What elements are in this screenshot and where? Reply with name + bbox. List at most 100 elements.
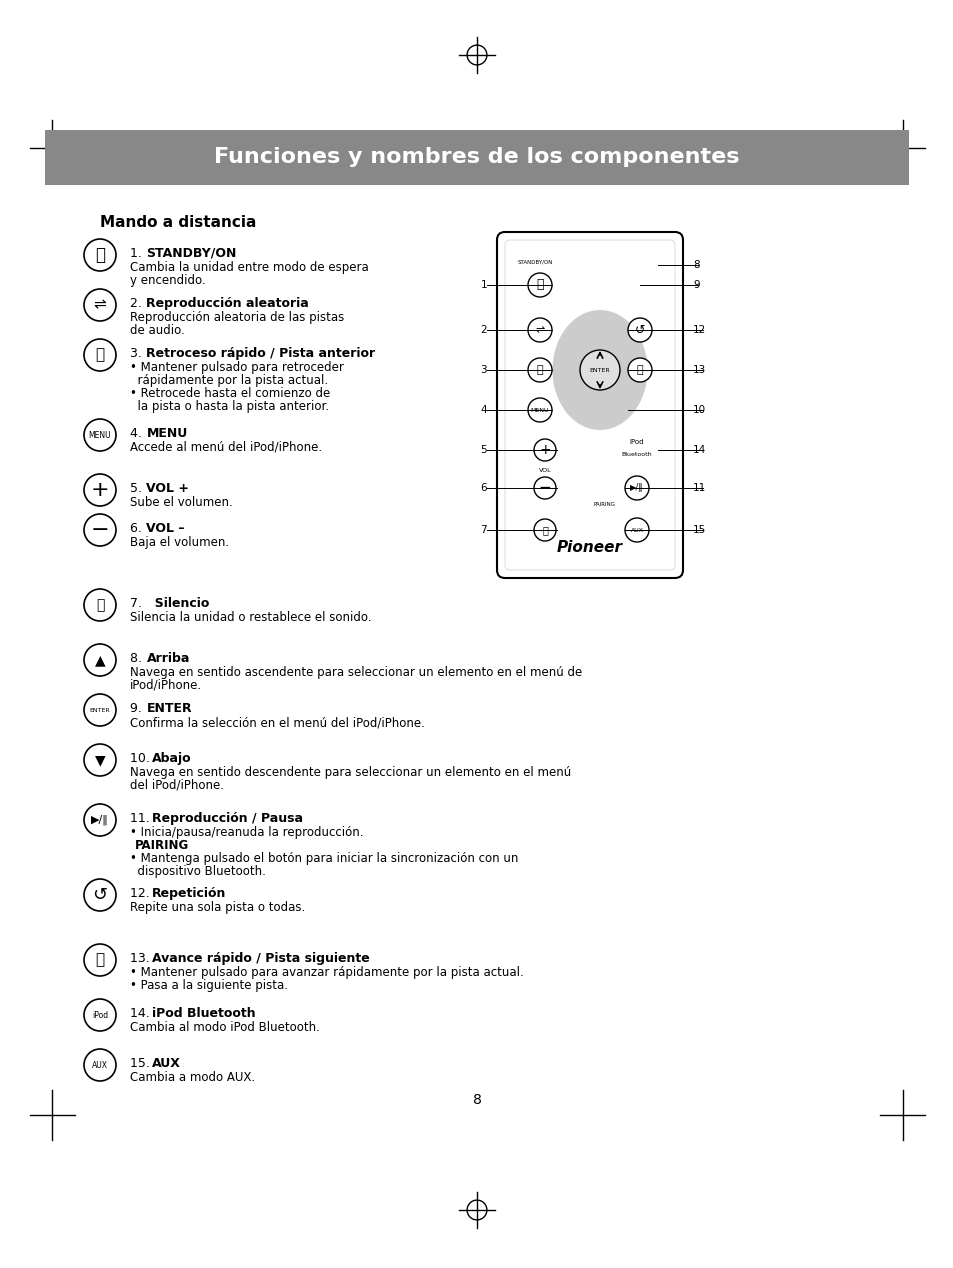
Circle shape <box>84 514 116 547</box>
Text: AUX: AUX <box>152 1058 181 1070</box>
Text: la pista o hasta la pista anterior.: la pista o hasta la pista anterior. <box>130 399 329 413</box>
Text: 8: 8 <box>472 1093 481 1107</box>
Text: ↺: ↺ <box>92 886 108 904</box>
Text: 10: 10 <box>692 404 705 415</box>
Text: MENU: MENU <box>530 407 549 412</box>
Text: iPod Bluetooth: iPod Bluetooth <box>152 1007 255 1019</box>
Text: Repite una sola pista o todas.: Repite una sola pista o todas. <box>130 902 305 914</box>
Circle shape <box>579 350 619 391</box>
Text: 2.: 2. <box>130 297 146 309</box>
Text: Cambia al modo iPod Bluetooth.: Cambia al modo iPod Bluetooth. <box>130 1021 319 1033</box>
Text: Pioneer: Pioneer <box>557 540 622 555</box>
Ellipse shape <box>552 309 647 430</box>
Text: ENTER: ENTER <box>147 702 192 715</box>
Text: Abajo: Abajo <box>152 752 192 765</box>
Text: Avance rápido / Pista siguiente: Avance rápido / Pista siguiente <box>152 952 370 965</box>
Text: ▶/‖: ▶/‖ <box>91 815 109 825</box>
Text: 2: 2 <box>480 325 486 335</box>
Text: VOL –: VOL – <box>147 522 185 535</box>
Text: ⇌: ⇌ <box>93 298 107 312</box>
Circle shape <box>84 590 116 621</box>
Text: • Retrocede hasta el comienzo de: • Retrocede hasta el comienzo de <box>130 387 330 399</box>
Text: Cambia a modo AUX.: Cambia a modo AUX. <box>130 1071 254 1084</box>
Text: 🔇: 🔇 <box>95 598 104 612</box>
Text: 3: 3 <box>480 365 486 375</box>
Text: 7.: 7. <box>130 597 146 610</box>
Text: 14: 14 <box>692 445 705 455</box>
Circle shape <box>84 339 116 372</box>
Text: Navega en sentido ascendente para seleccionar un elemento en el menú de: Navega en sentido ascendente para selecc… <box>130 666 581 678</box>
Text: 10.: 10. <box>130 752 153 765</box>
Text: 5.: 5. <box>130 482 146 495</box>
Text: ⏮: ⏮ <box>95 347 105 363</box>
Circle shape <box>84 804 116 836</box>
Text: Baja el volumen.: Baja el volumen. <box>130 536 229 549</box>
Text: iPod/iPhone.: iPod/iPhone. <box>130 678 202 692</box>
Text: y encendido.: y encendido. <box>130 274 206 287</box>
Text: 9.: 9. <box>130 702 146 715</box>
Text: +: + <box>91 481 110 500</box>
Text: iPod: iPod <box>629 439 643 445</box>
Circle shape <box>527 273 552 297</box>
Text: 15: 15 <box>692 525 705 535</box>
Text: Reproducción aleatoria de las pistas: Reproducción aleatoria de las pistas <box>130 311 344 325</box>
Text: 13: 13 <box>692 365 705 375</box>
Text: Sube el volumen.: Sube el volumen. <box>130 496 233 508</box>
Text: MENU: MENU <box>147 427 188 440</box>
Text: Reproducción aleatoria: Reproducción aleatoria <box>147 297 309 309</box>
Text: AUX: AUX <box>630 527 643 533</box>
Text: ▶/‖: ▶/‖ <box>630 483 643 492</box>
Text: Silencia la unidad o restablece el sonido.: Silencia la unidad o restablece el sonid… <box>130 611 371 624</box>
Text: de audio.: de audio. <box>130 325 185 337</box>
Text: dispositivo Bluetooth.: dispositivo Bluetooth. <box>130 865 266 877</box>
Text: 🔇: 🔇 <box>541 525 547 535</box>
Text: 3.: 3. <box>130 347 146 360</box>
Text: ⏻: ⏻ <box>95 246 105 264</box>
Text: Arriba: Arriba <box>147 652 190 664</box>
Text: del iPod/iPhone.: del iPod/iPhone. <box>130 779 224 792</box>
Circle shape <box>84 238 116 271</box>
Text: 6.: 6. <box>130 522 146 535</box>
Text: PAIRING: PAIRING <box>135 839 190 852</box>
Circle shape <box>624 476 648 500</box>
Text: ENTER: ENTER <box>90 708 111 713</box>
Text: 6: 6 <box>480 483 486 493</box>
FancyBboxPatch shape <box>497 232 682 578</box>
Text: ▲: ▲ <box>94 653 105 667</box>
Circle shape <box>84 943 116 976</box>
Circle shape <box>624 519 648 541</box>
Text: 4: 4 <box>480 404 486 415</box>
Text: 15.: 15. <box>130 1058 153 1070</box>
Text: Mando a distancia: Mando a distancia <box>100 216 256 230</box>
Text: • Mantener pulsado para retroceder: • Mantener pulsado para retroceder <box>130 361 343 374</box>
Text: 8: 8 <box>692 260 699 270</box>
Circle shape <box>84 644 116 676</box>
Text: iPod: iPod <box>91 1011 108 1019</box>
Text: rápidamente por la pista actual.: rápidamente por la pista actual. <box>130 374 328 387</box>
Text: 11: 11 <box>692 483 705 493</box>
Text: +: + <box>538 443 550 456</box>
Text: • Mantener pulsado para avanzar rápidamente por la pista actual.: • Mantener pulsado para avanzar rápidame… <box>130 966 523 979</box>
Text: STANDBY/ON: STANDBY/ON <box>147 247 236 260</box>
Text: 13.: 13. <box>130 952 153 965</box>
Text: 5: 5 <box>480 445 486 455</box>
Text: PAIRING: PAIRING <box>594 502 616 506</box>
Text: Bluetooth: Bluetooth <box>621 451 652 456</box>
Circle shape <box>84 694 116 727</box>
Circle shape <box>527 398 552 422</box>
Circle shape <box>84 418 116 451</box>
Text: 11.: 11. <box>130 812 153 825</box>
Circle shape <box>84 1049 116 1082</box>
Circle shape <box>627 358 651 382</box>
Text: Confirma la selección en el menú del iPod/iPhone.: Confirma la selección en el menú del iPo… <box>130 716 424 729</box>
Text: 12.: 12. <box>130 888 153 900</box>
Circle shape <box>84 744 116 776</box>
Text: VOL +: VOL + <box>147 482 190 495</box>
Text: −: − <box>91 520 110 540</box>
Text: VOL: VOL <box>538 468 551 473</box>
Circle shape <box>627 318 651 342</box>
Text: Repetición: Repetición <box>152 888 226 900</box>
Text: −: − <box>538 481 551 496</box>
Circle shape <box>527 318 552 342</box>
Text: ▼: ▼ <box>94 753 105 767</box>
